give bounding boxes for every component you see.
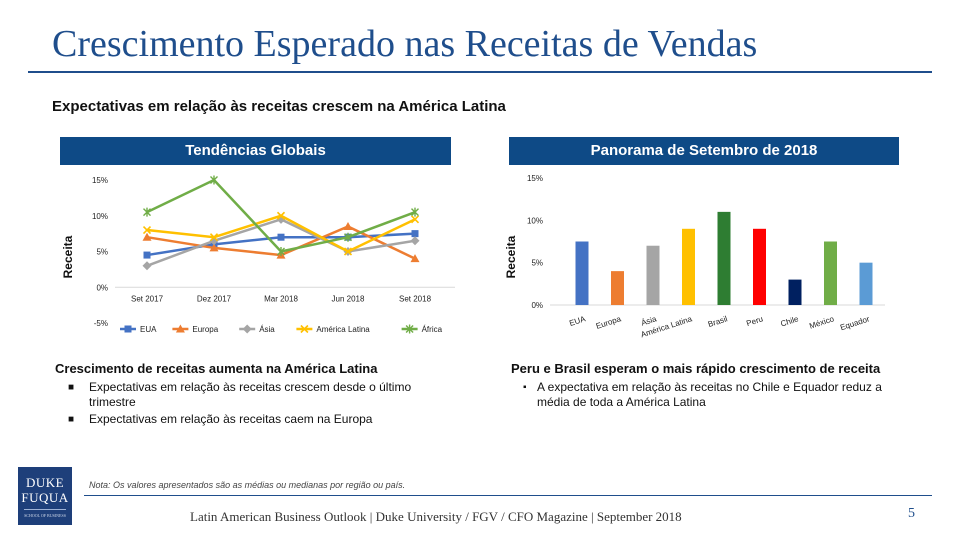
right-panel-banner: Panorama de Setembro de 2018 bbox=[509, 137, 899, 165]
bullet-text: Expectativas em relação às receitas cres… bbox=[89, 380, 412, 409]
data-point-Europa bbox=[209, 243, 219, 252]
data-point-Europa bbox=[142, 232, 152, 241]
bar-Equador bbox=[859, 262, 873, 305]
footnote: Nota: Os valores apresentados são as méd… bbox=[89, 480, 406, 490]
y-tick-label: 10% bbox=[92, 212, 108, 221]
category-label: México bbox=[808, 314, 835, 331]
data-point-EUA bbox=[277, 233, 285, 241]
bar-EUA bbox=[575, 241, 589, 305]
data-point-América Latina bbox=[142, 225, 152, 235]
bullet-square-icon: ■ bbox=[68, 414, 75, 425]
logo-line-2: FUQUA bbox=[21, 490, 69, 505]
data-point-América Latina bbox=[343, 247, 353, 256]
bar-Brasil bbox=[717, 211, 731, 305]
bar-América Latina bbox=[682, 228, 695, 305]
category-label: Equador bbox=[839, 314, 871, 332]
data-point-EUA bbox=[143, 251, 151, 259]
data-point-Ásia bbox=[276, 214, 286, 224]
page-title: Crescimento Esperado nas Receitas de Ven… bbox=[52, 23, 758, 65]
y-tick-label: 10% bbox=[527, 216, 543, 225]
data-point-América Latina bbox=[276, 211, 286, 220]
x-tick-label: Dez 2017 bbox=[197, 294, 232, 303]
data-point-África bbox=[143, 207, 151, 217]
y-tick-label: 5% bbox=[531, 259, 543, 268]
legend-marker bbox=[124, 325, 132, 333]
y-tick-label: 15% bbox=[92, 176, 108, 185]
line-chart: 15% 10% 5% 0% -5% Set 2017 Dez 2017 Mar 2018 Jun… bbox=[92, 175, 455, 334]
page-subtitle: Expectativas em relação às receitas cres… bbox=[52, 98, 506, 115]
logo-divider bbox=[24, 509, 66, 510]
data-point-EUA bbox=[411, 230, 419, 238]
bar-Europa bbox=[611, 271, 624, 305]
page-number: 5 bbox=[908, 506, 915, 521]
bullet-text: Expectativas em relação às receitas caem… bbox=[89, 412, 373, 426]
data-point-América Latina bbox=[410, 215, 420, 224]
data-point-Europa bbox=[343, 221, 353, 230]
footer-text: Latin American Business Outlook | Duke U… bbox=[190, 509, 682, 524]
legend-label: EUA bbox=[140, 325, 157, 334]
bullet-item: ▪ A expectativa em relação às receitas no… bbox=[511, 380, 911, 410]
legend-label: África bbox=[422, 325, 443, 334]
legend-marker bbox=[242, 324, 252, 334]
y-tick-label: 5% bbox=[96, 248, 108, 257]
data-point-Ásia bbox=[142, 261, 152, 271]
x-tick-label: Set 2017 bbox=[131, 294, 164, 303]
bullet-item: ■ Expectativas em relação às receitas cae… bbox=[55, 412, 445, 427]
right-section-title: Peru e Brasil esperam o mais rápido cres… bbox=[511, 361, 881, 376]
title-divider bbox=[28, 71, 932, 73]
category-label: Europa bbox=[595, 314, 623, 331]
right-bullet-list: ▪ A expectativa em relação às receitas no… bbox=[511, 380, 911, 412]
left-section-title: Crescimento de receitas aumenta na Améri… bbox=[55, 361, 378, 376]
category-label: Peru bbox=[745, 314, 764, 328]
logo-subtitle: SCHOOL OF BUSINESS bbox=[24, 513, 66, 518]
category-label: Chile bbox=[779, 314, 800, 328]
y-tick-label: 15% bbox=[527, 174, 543, 183]
data-point-África bbox=[277, 247, 285, 256]
y-tick-label: -5% bbox=[94, 319, 108, 328]
bar-Chile bbox=[788, 279, 802, 305]
legend-label: Ásia bbox=[259, 325, 275, 334]
logo-line-1: DUKE bbox=[25, 475, 65, 490]
duke-fuqua-logo: DUKE FUQUA SCHOOL OF BUSINESS bbox=[18, 467, 72, 525]
legend-marker bbox=[175, 324, 185, 333]
bar-Peru bbox=[753, 228, 766, 305]
left-panel-banner: Tendências Globais bbox=[60, 137, 451, 165]
data-point-Ásia bbox=[209, 236, 219, 246]
data-point-África bbox=[344, 232, 352, 242]
x-tick-label: Jun 2018 bbox=[332, 294, 365, 303]
x-tick-label: Mar 2018 bbox=[264, 294, 298, 303]
bullet-square-icon: ■ bbox=[68, 382, 75, 393]
category-label: Brasil bbox=[707, 314, 729, 329]
bar-México bbox=[824, 241, 837, 305]
footer-divider bbox=[84, 495, 932, 496]
category-label: EUA bbox=[568, 314, 587, 328]
data-point-África bbox=[411, 207, 419, 217]
x-tick-label: Set 2018 bbox=[399, 294, 432, 303]
data-point-Ásia bbox=[410, 236, 420, 246]
data-point-Europa bbox=[410, 254, 420, 263]
legend-label: América Latina bbox=[316, 325, 370, 334]
y-tick-label: 0% bbox=[531, 301, 543, 310]
y-tick-label: 0% bbox=[96, 283, 108, 292]
legend-marker bbox=[300, 324, 309, 334]
left-bullet-list: ■ Expectativas em relação às receitas cre… bbox=[55, 380, 445, 429]
bullet-text: A expectativa em relação às receitas no … bbox=[537, 380, 882, 409]
bullet-item: ■ Expectativas em relação às receitas cre… bbox=[55, 380, 445, 410]
bullet-square-icon: ▪ bbox=[523, 382, 527, 393]
legend-marker bbox=[405, 324, 414, 334]
data-point-América Latina bbox=[209, 233, 219, 242]
data-point-África bbox=[210, 175, 218, 185]
bar-Ásia bbox=[646, 245, 660, 305]
legend-label: Europa bbox=[192, 325, 218, 334]
